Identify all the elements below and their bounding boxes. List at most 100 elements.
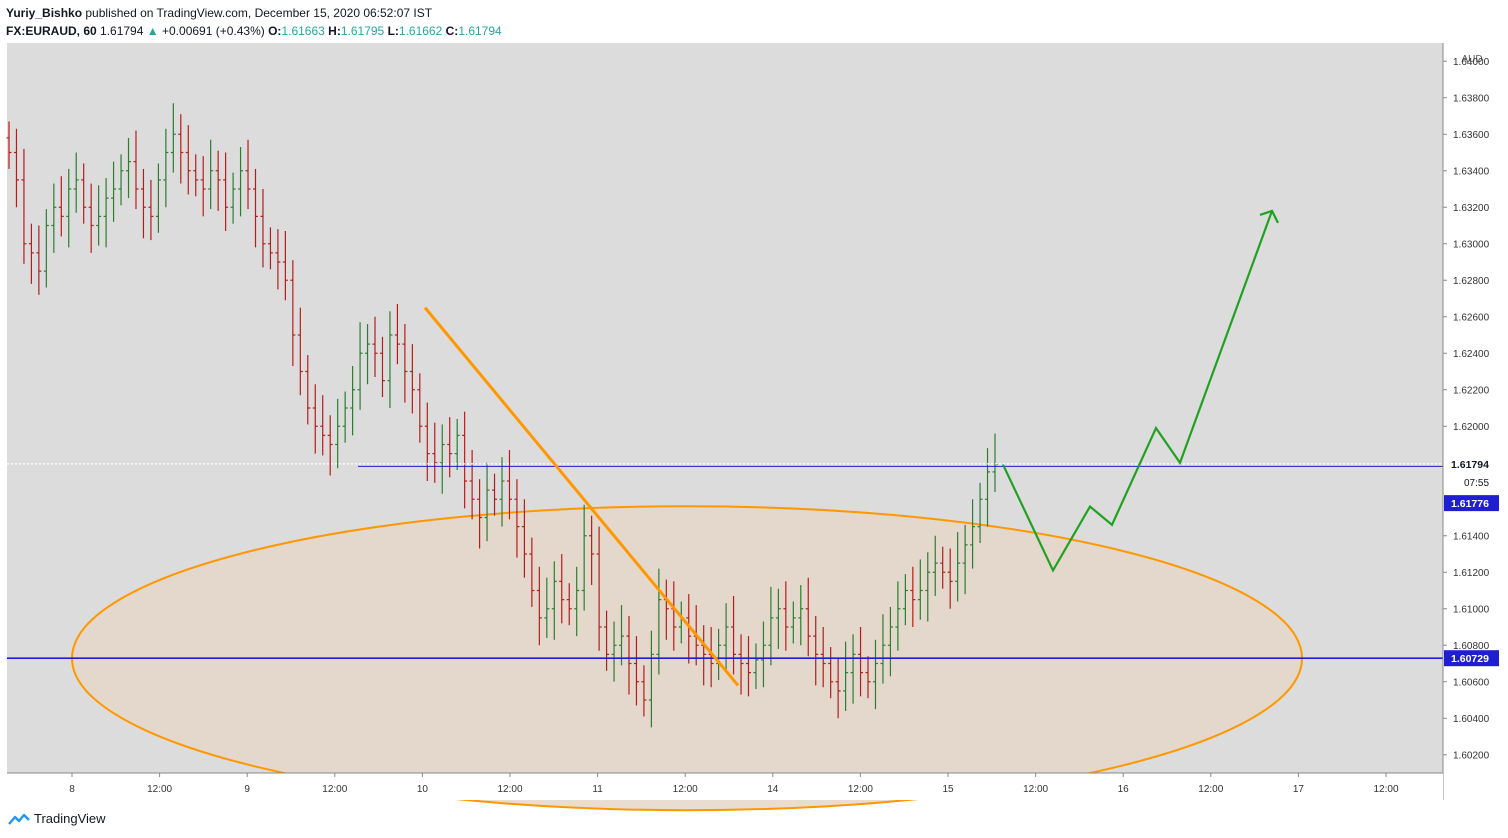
price-tick-label: 1.63000 xyxy=(1453,239,1490,250)
ohlc-bar xyxy=(828,647,834,699)
ohlc-bar xyxy=(626,616,632,695)
ohlc-bar xyxy=(245,139,251,210)
ohlc-bar xyxy=(73,152,79,213)
ohlc-bar xyxy=(574,566,580,637)
price-tick-label: 1.63200 xyxy=(1453,203,1490,214)
ohlc-bar xyxy=(6,121,12,169)
ohlc-bar xyxy=(514,479,520,558)
ohlc-bar xyxy=(253,168,258,248)
low-label: L: xyxy=(387,24,399,38)
last-price: 1.61794 xyxy=(100,24,144,38)
price-tick-label: 1.64000 xyxy=(1453,57,1490,68)
brand-name: TradingView xyxy=(34,811,106,826)
ohlc-bar xyxy=(260,189,266,268)
ohlc-bar xyxy=(738,634,744,695)
ohlc-bar xyxy=(372,316,378,377)
price-change: +0.00691 (+0.43%) xyxy=(162,24,265,38)
ohlc-bar xyxy=(193,154,199,197)
projection-arrow-head xyxy=(1259,209,1279,224)
ohlc-bars xyxy=(6,103,998,728)
ohlc-bar xyxy=(424,402,430,481)
ohlc-bar xyxy=(58,176,64,237)
ohlc-bar xyxy=(858,627,864,697)
ohlc-bar xyxy=(447,417,453,478)
price-tick-label: 1.62200 xyxy=(1453,385,1490,396)
ohlc-bar xyxy=(790,601,796,644)
ohlc-bar xyxy=(335,398,341,469)
chart-header: Yuriy_Bishko published on TradingView.co… xyxy=(6,4,502,40)
high-value: 1.61795 xyxy=(340,24,385,38)
ohlc-bar xyxy=(163,128,169,208)
price-tick-label: 1.63800 xyxy=(1453,93,1490,104)
price-tick-label: 1.62400 xyxy=(1453,349,1490,360)
ohlc-bar xyxy=(656,568,662,675)
high-label: H: xyxy=(328,24,341,38)
time-tick-label: 8 xyxy=(69,784,75,795)
time-tick-label: 17 xyxy=(1293,784,1305,795)
ohlc-bar xyxy=(21,148,27,264)
ohlc-bar xyxy=(275,229,281,290)
price-tick-label: 1.63600 xyxy=(1453,130,1490,141)
ohlc-bar xyxy=(140,168,146,239)
ohlc-bar xyxy=(215,150,221,211)
ohlc-bar xyxy=(297,307,303,396)
ohlc-bar xyxy=(962,524,968,595)
ohlc-bar xyxy=(394,303,400,365)
price-tick-label: 1.61200 xyxy=(1453,568,1490,579)
ohlc-bar xyxy=(417,373,423,443)
ohlc-bar xyxy=(409,344,415,414)
price-tick-label: 1.60800 xyxy=(1453,641,1490,652)
ohlc-bar xyxy=(723,603,729,673)
ohlc-bar xyxy=(850,634,856,704)
last-price-label: 1.61794 xyxy=(1451,459,1489,471)
price-tick-label: 1.62600 xyxy=(1453,312,1490,323)
currency-label: AUD xyxy=(1461,54,1482,65)
ohlc-bar xyxy=(641,665,647,717)
symbol-label[interactable]: FX:EURAUD, 60 xyxy=(6,24,97,38)
bid-price-label: 1.61776 xyxy=(1451,498,1489,510)
time-axis[interactable]: 8 12:00 9 12:00 10 12:00 11 12:00 14 12:00 15 12:00… xyxy=(7,772,1443,800)
footer-brand[interactable]: TradingView xyxy=(8,811,106,826)
ohlc-bar xyxy=(544,577,550,638)
ohlc-bar xyxy=(604,610,610,671)
author-name[interactable]: Yuriy_Bishko xyxy=(6,6,83,20)
ohlc-bar xyxy=(887,606,893,677)
ohlc-bar xyxy=(387,311,393,408)
ohlc-bar xyxy=(155,163,161,233)
ohlc-bar xyxy=(477,479,483,549)
ohlc-bar xyxy=(760,621,766,688)
ohlc-bar xyxy=(835,658,841,719)
ohlc-bar xyxy=(342,391,348,443)
price-axis-background xyxy=(1443,43,1500,800)
ohlc-bar xyxy=(88,183,94,253)
price-tick-label: 1.61000 xyxy=(1453,604,1490,615)
ohlc-bar xyxy=(992,433,998,492)
ohlc-bar xyxy=(81,163,87,224)
ohlc-bar xyxy=(402,324,408,403)
ohlc-bar xyxy=(536,566,542,646)
ohlc-bar xyxy=(917,559,923,620)
ohlc-bar xyxy=(977,482,983,544)
time-tick-label: 15 xyxy=(942,784,954,795)
ohlc-bar xyxy=(506,449,512,520)
ohlc-bar xyxy=(439,424,445,494)
ohlc-bar xyxy=(36,225,42,295)
ohlc-bar xyxy=(880,614,886,684)
ohlc-bar xyxy=(148,179,154,241)
ohlc-bar xyxy=(267,227,273,270)
price-tick-label: 1.60600 xyxy=(1453,677,1490,688)
ohlc-bar xyxy=(686,594,692,664)
ohlc-bar xyxy=(746,636,751,697)
time-tick-label: 12:00 xyxy=(1023,784,1048,795)
ohlc-bar xyxy=(230,172,236,224)
time-tick-label: 12:00 xyxy=(322,784,347,795)
ohlc-bar xyxy=(13,128,19,208)
ohlc-bar xyxy=(947,548,953,609)
ohlc-bar xyxy=(955,532,961,602)
ohlc-bar xyxy=(843,641,849,711)
time-tick-label: 12:00 xyxy=(1198,784,1223,795)
ohlc-bar xyxy=(178,114,184,184)
time-tick-label: 9 xyxy=(244,784,250,795)
